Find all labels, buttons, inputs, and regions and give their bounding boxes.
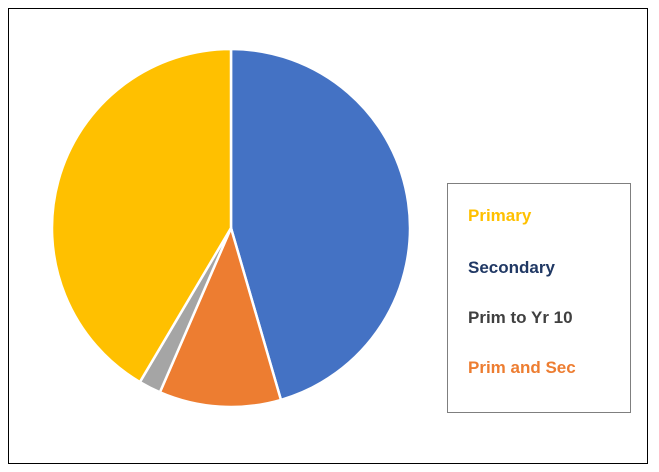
pie-chart <box>50 47 412 409</box>
pie-slice-prim-and-sec <box>158 226 283 409</box>
legend-item-secondary: Secondary <box>468 258 555 277</box>
pie-slice-secondary <box>229 47 412 402</box>
legend-item-prim-to-yr-10: Prim to Yr 10 <box>468 308 573 327</box>
legend: Primary Secondary Prim to Yr 10 Prim and… <box>447 183 631 413</box>
legend-item-primary: Primary <box>468 206 532 225</box>
pie-slice-primary <box>50 47 233 384</box>
legend-item-prim-and-sec: Prim and Sec <box>468 358 576 377</box>
chart-frame: Primary Secondary Prim to Yr 10 Prim and… <box>8 8 648 464</box>
